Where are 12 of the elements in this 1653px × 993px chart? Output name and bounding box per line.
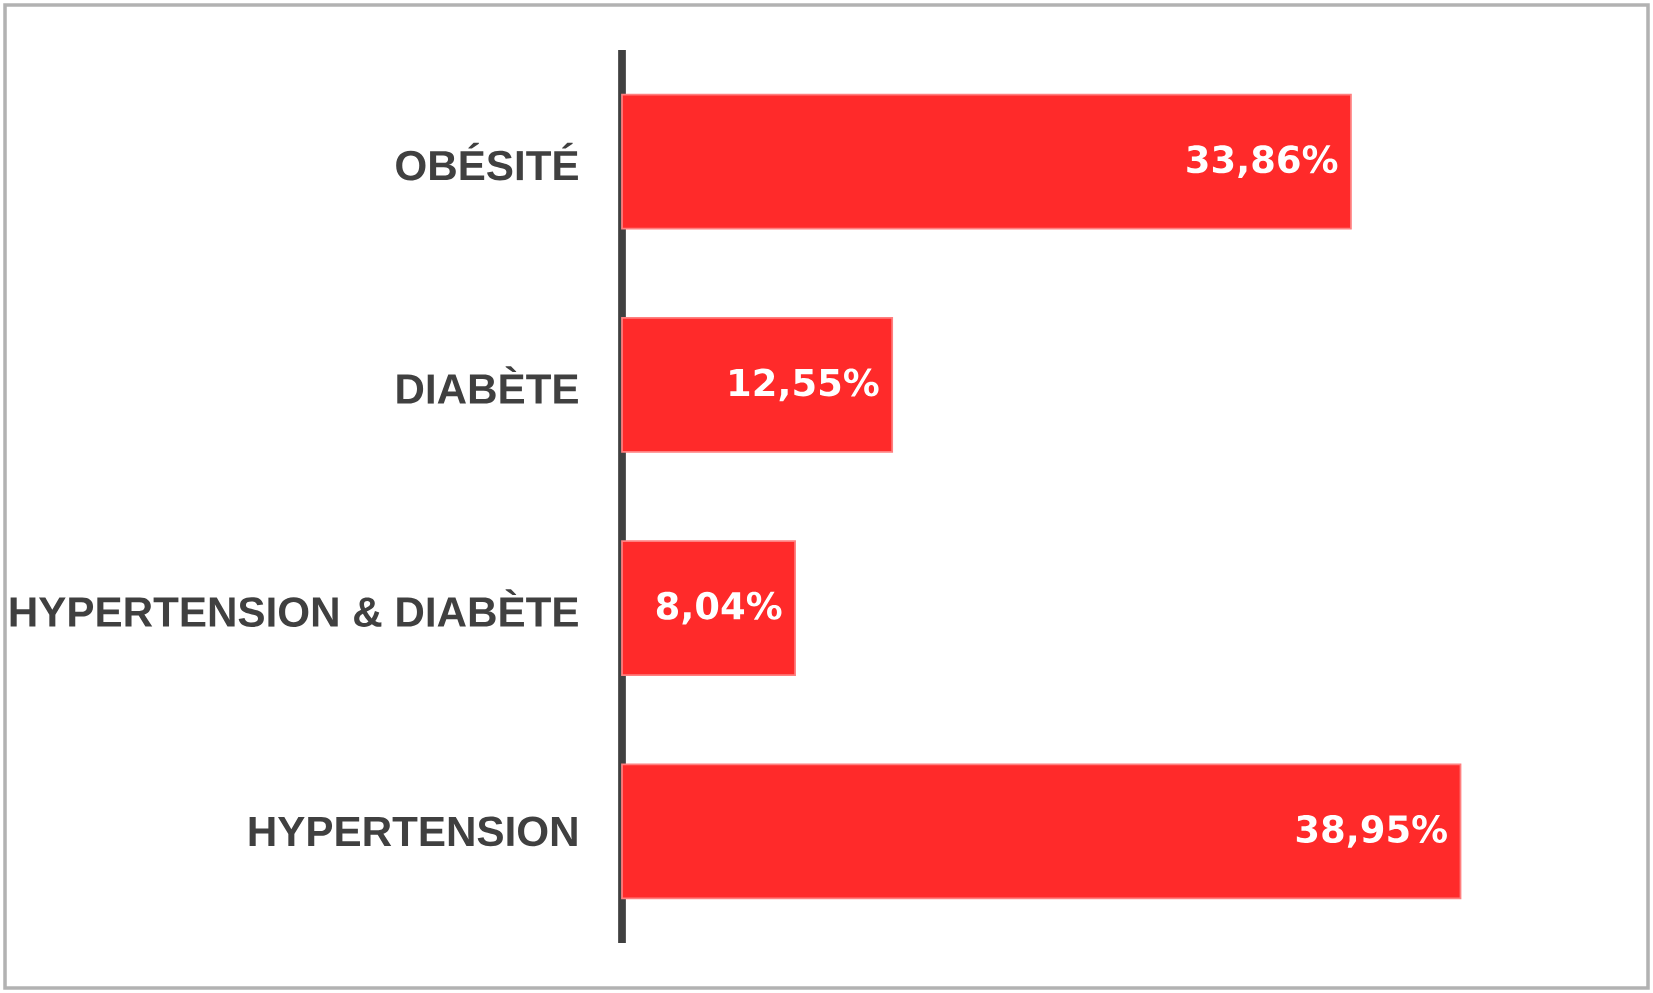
data-label: 8,04% bbox=[656, 591, 782, 625]
bar bbox=[621, 93, 1352, 230]
y-tick-label: OBÉSITÉ bbox=[396, 142, 578, 181]
data-label: 12,55% bbox=[730, 368, 879, 402]
y-tick-label: DIABÈTE bbox=[397, 366, 578, 404]
bar bbox=[621, 317, 894, 453]
data-label: 38,95% bbox=[1296, 815, 1447, 848]
y-tick-label: HYPERTENSION & DIABÈTE bbox=[10, 589, 578, 627]
bar bbox=[621, 540, 796, 676]
data-label: 33,86% bbox=[1187, 145, 1338, 178]
y-tick-label: HYPERTENSION bbox=[249, 816, 577, 847]
bar bbox=[621, 763, 1462, 900]
